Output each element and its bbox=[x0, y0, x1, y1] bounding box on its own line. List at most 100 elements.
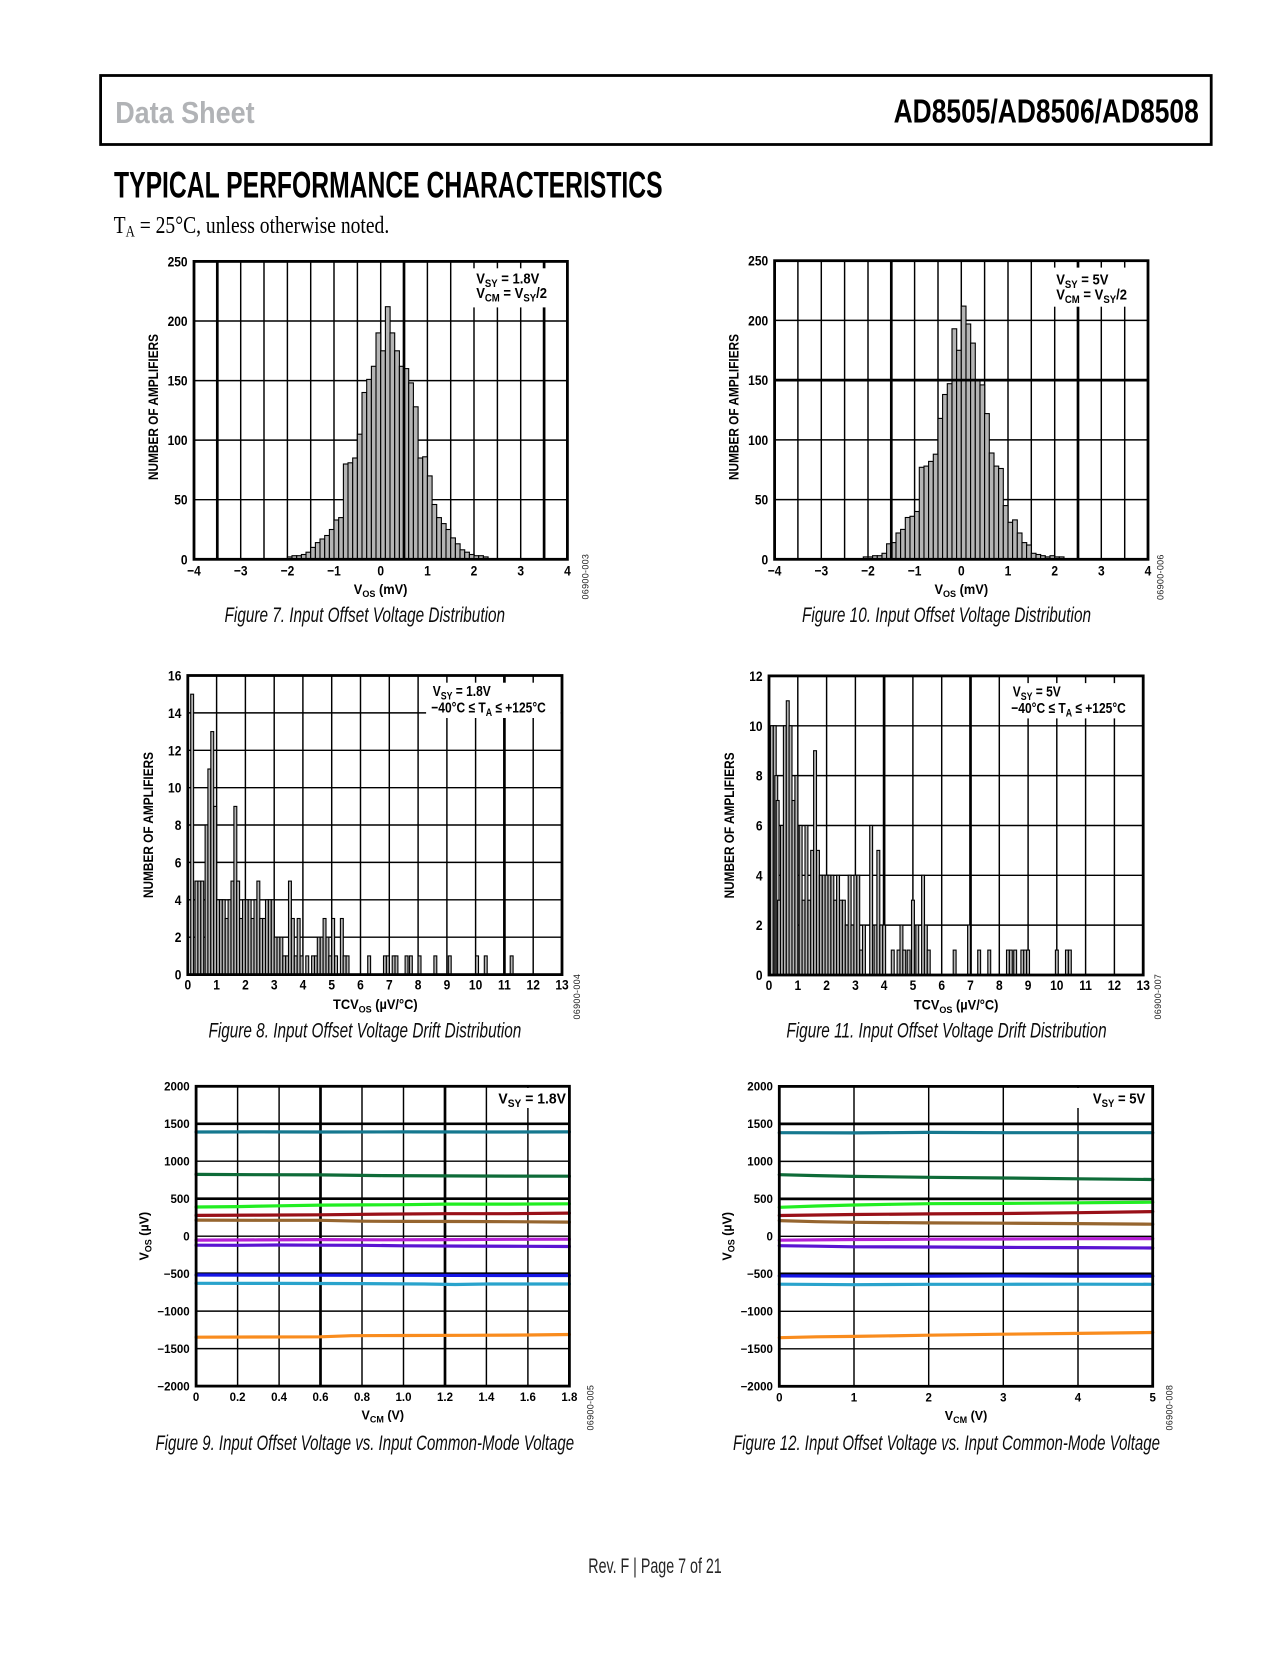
svg-text:Figure 12. Input Offset Voltag: Figure 12. Input Offset Voltage vs. Inpu… bbox=[733, 1430, 1160, 1454]
svg-text:−3: −3 bbox=[234, 563, 248, 579]
svg-text:1.4: 1.4 bbox=[478, 1392, 495, 1404]
svg-text:1: 1 bbox=[794, 977, 801, 993]
svg-text:0: 0 bbox=[756, 967, 763, 983]
svg-text:6: 6 bbox=[938, 977, 945, 993]
svg-text:0: 0 bbox=[175, 967, 182, 983]
svg-text:2: 2 bbox=[175, 929, 182, 945]
svg-text:1.0: 1.0 bbox=[396, 1392, 412, 1404]
svg-text:−2000: −2000 bbox=[157, 1381, 189, 1393]
svg-text:1: 1 bbox=[424, 563, 431, 579]
svg-text:10: 10 bbox=[168, 780, 181, 796]
svg-text:1.8: 1.8 bbox=[561, 1392, 578, 1404]
svg-text:−4: −4 bbox=[187, 563, 201, 579]
svg-text:2: 2 bbox=[1051, 563, 1058, 579]
svg-text:9: 9 bbox=[444, 977, 451, 993]
svg-text:06900-005: 06900-005 bbox=[586, 1385, 596, 1431]
svg-text:06900-003: 06900-003 bbox=[581, 554, 591, 600]
svg-text:3: 3 bbox=[1098, 563, 1105, 579]
svg-text:TA = 25°C, unless otherwise no: TA = 25°C, unless otherwise noted. bbox=[114, 211, 390, 241]
svg-text:12: 12 bbox=[168, 742, 181, 758]
svg-text:100: 100 bbox=[168, 432, 188, 448]
svg-text:Data Sheet: Data Sheet bbox=[115, 96, 255, 130]
svg-text:−2000: −2000 bbox=[741, 1382, 773, 1394]
svg-text:−500: −500 bbox=[164, 1269, 190, 1281]
svg-text:3: 3 bbox=[271, 977, 278, 993]
svg-text:TYPICAL PERFORMANCE CHARACTERI: TYPICAL PERFORMANCE CHARACTERISTICS bbox=[114, 163, 663, 206]
svg-text:3: 3 bbox=[1000, 1392, 1006, 1404]
svg-text:VSY = 5V: VSY = 5V bbox=[1013, 683, 1061, 703]
svg-text:Figure 7. Input Offset Voltage: Figure 7. Input Offset Voltage Distribut… bbox=[225, 603, 505, 627]
svg-text:12: 12 bbox=[1108, 977, 1121, 993]
svg-text:−1: −1 bbox=[327, 563, 341, 579]
svg-text:−2: −2 bbox=[861, 563, 875, 579]
svg-text:NUMBER OF AMPLIFIERS: NUMBER OF AMPLIFIERS bbox=[722, 752, 737, 898]
svg-text:200: 200 bbox=[748, 313, 768, 329]
svg-text:1: 1 bbox=[1005, 563, 1012, 579]
svg-text:06900-004: 06900-004 bbox=[572, 974, 582, 1020]
svg-text:0.2: 0.2 bbox=[230, 1392, 246, 1404]
svg-text:−40°C ≤ TA ≤ +125°C: −40°C ≤ TA ≤ +125°C bbox=[431, 699, 546, 719]
svg-text:1500: 1500 bbox=[164, 1119, 190, 1131]
svg-text:2: 2 bbox=[823, 977, 830, 993]
svg-text:VOS (mV): VOS (mV) bbox=[934, 582, 988, 600]
svg-text:6: 6 bbox=[357, 977, 364, 993]
svg-text:250: 250 bbox=[748, 253, 768, 269]
svg-text:3: 3 bbox=[852, 977, 859, 993]
svg-text:100: 100 bbox=[748, 432, 768, 448]
svg-text:−500: −500 bbox=[747, 1269, 773, 1281]
svg-text:−1000: −1000 bbox=[741, 1307, 773, 1319]
svg-text:VOS (µV): VOS (µV) bbox=[721, 1212, 737, 1261]
svg-text:11: 11 bbox=[1079, 977, 1092, 993]
svg-text:4: 4 bbox=[564, 563, 571, 579]
svg-text:13: 13 bbox=[555, 977, 568, 993]
svg-text:Figure 11. Input Offset Voltag: Figure 11. Input Offset Voltage Drift Di… bbox=[786, 1018, 1106, 1042]
svg-text:1.6: 1.6 bbox=[520, 1392, 536, 1404]
svg-text:500: 500 bbox=[754, 1194, 773, 1206]
svg-text:7: 7 bbox=[967, 977, 974, 993]
svg-text:0: 0 bbox=[184, 977, 191, 993]
svg-text:0: 0 bbox=[181, 551, 188, 567]
svg-text:06900-006: 06900-006 bbox=[1156, 554, 1166, 600]
svg-text:0: 0 bbox=[776, 1392, 782, 1404]
svg-text:8: 8 bbox=[175, 817, 182, 833]
svg-text:10: 10 bbox=[749, 718, 762, 734]
svg-text:50: 50 bbox=[755, 492, 768, 508]
svg-text:12: 12 bbox=[527, 977, 540, 993]
svg-text:14: 14 bbox=[168, 705, 182, 721]
svg-text:1: 1 bbox=[851, 1392, 858, 1404]
svg-text:0: 0 bbox=[377, 563, 384, 579]
svg-text:0.8: 0.8 bbox=[354, 1392, 371, 1404]
svg-text:AD8505/AD8506/AD8508: AD8505/AD8506/AD8508 bbox=[894, 94, 1199, 130]
svg-text:NUMBER OF AMPLIFIERS: NUMBER OF AMPLIFIERS bbox=[146, 334, 161, 480]
svg-text:2: 2 bbox=[756, 917, 763, 933]
svg-text:150: 150 bbox=[748, 372, 768, 388]
svg-text:8: 8 bbox=[756, 768, 763, 784]
svg-text:0: 0 bbox=[958, 563, 965, 579]
svg-text:12: 12 bbox=[749, 668, 762, 684]
svg-text:8: 8 bbox=[996, 977, 1003, 993]
svg-text:3: 3 bbox=[517, 563, 524, 579]
svg-text:11: 11 bbox=[498, 977, 511, 993]
svg-text:4: 4 bbox=[300, 977, 307, 993]
svg-text:−2: −2 bbox=[281, 563, 295, 579]
svg-text:0: 0 bbox=[762, 551, 769, 567]
svg-text:VOS (mV): VOS (mV) bbox=[354, 582, 408, 600]
svg-text:9: 9 bbox=[1025, 977, 1032, 993]
svg-text:TCVOS (µV/°C): TCVOS (µV/°C) bbox=[333, 997, 418, 1015]
svg-text:500: 500 bbox=[171, 1194, 190, 1206]
svg-text:16: 16 bbox=[168, 668, 181, 684]
svg-text:Figure 8. Input Offset Voltage: Figure 8. Input Offset Voltage Drift Dis… bbox=[208, 1018, 521, 1042]
svg-text:1.2: 1.2 bbox=[437, 1392, 453, 1404]
svg-text:Figure 10. Input Offset Voltag: Figure 10. Input Offset Voltage Distribu… bbox=[802, 603, 1091, 627]
svg-text:−40°C ≤ TA ≤ +125°C: −40°C ≤ TA ≤ +125°C bbox=[1011, 700, 1126, 720]
svg-text:4: 4 bbox=[881, 977, 888, 993]
svg-text:VSY = 5V: VSY = 5V bbox=[1056, 271, 1109, 291]
svg-text:10: 10 bbox=[1050, 977, 1063, 993]
svg-text:10: 10 bbox=[469, 977, 482, 993]
svg-text:5: 5 bbox=[328, 977, 335, 993]
svg-text:0.6: 0.6 bbox=[313, 1392, 329, 1404]
svg-text:Rev. F | Page 7 of 21: Rev. F | Page 7 of 21 bbox=[588, 1554, 721, 1577]
svg-text:−1: −1 bbox=[908, 563, 922, 579]
svg-text:7: 7 bbox=[386, 977, 393, 993]
svg-text:6: 6 bbox=[756, 818, 763, 834]
